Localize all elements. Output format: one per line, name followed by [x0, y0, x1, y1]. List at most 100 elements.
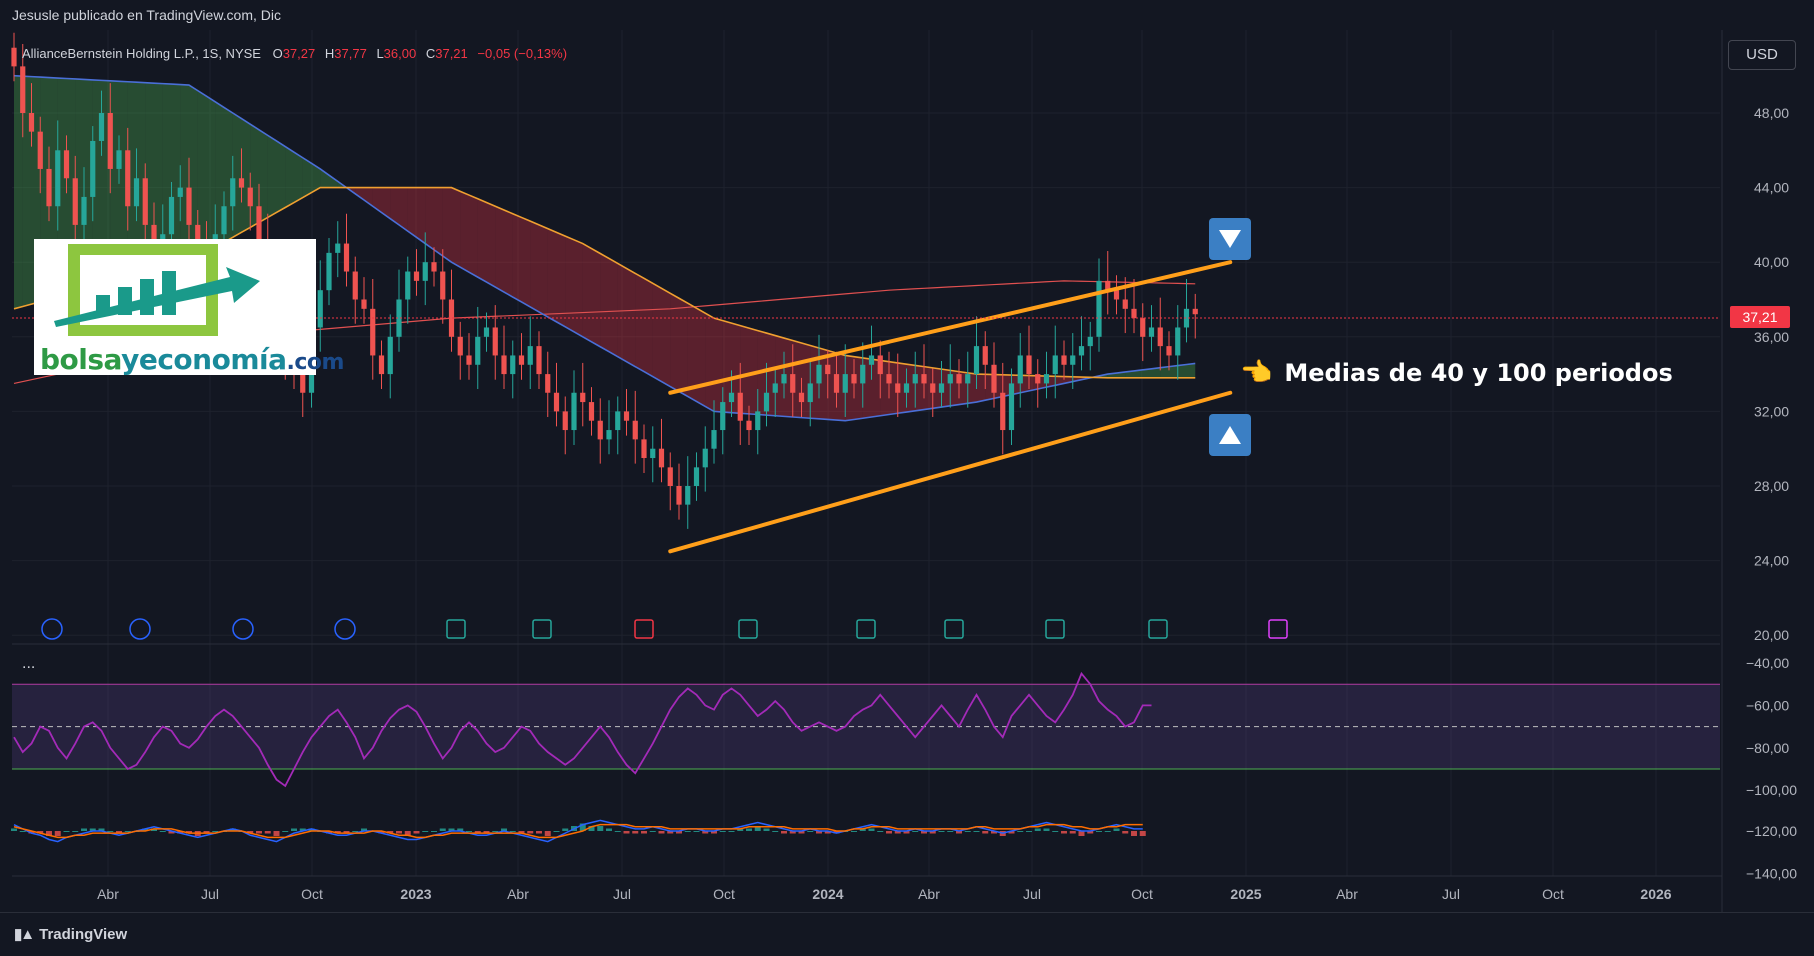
tradingview-brand[interactable]: ▮▲ TradingView [14, 925, 127, 943]
cloud-segment [504, 209, 513, 298]
macd-histogram-bar [439, 828, 446, 831]
earnings-marker [532, 619, 552, 639]
macd-histogram-bar [448, 828, 455, 831]
candle-body [877, 355, 883, 375]
macd-histogram-bar [781, 831, 787, 834]
cloud-segment [302, 157, 312, 198]
candle-body [930, 383, 936, 393]
time-tick-label: Jul [1442, 886, 1460, 902]
candle-body [1157, 327, 1163, 347]
candle-body [1096, 280, 1102, 337]
macd-histogram-bar [299, 828, 306, 831]
macd-histogram-bar [212, 831, 219, 832]
macd-histogram-bar [1043, 828, 1050, 831]
candle-body [588, 402, 595, 421]
cloud-segment [276, 140, 286, 213]
candle-body [947, 374, 953, 384]
macd-histogram-bar [457, 828, 464, 831]
candle-body [186, 187, 192, 225]
cloud-segment [127, 81, 137, 279]
price-tick-label: 36,00 [1754, 329, 1789, 345]
dividend-marker [334, 618, 356, 640]
rising-bars-arrow-icon [54, 244, 260, 336]
macd-pane [11, 819, 1146, 843]
candle-body [1000, 392, 1006, 431]
cloud-segment [661, 288, 671, 387]
cloud-segment [836, 352, 846, 421]
macd-histogram-bar [964, 831, 971, 832]
macd-histogram-bar [527, 831, 534, 834]
cloud-segment [136, 82, 146, 277]
macd-histogram-bar [1034, 828, 1041, 831]
earnings-marker [1268, 619, 1288, 639]
chart-canvas[interactable]: 48,00 44,00 40,00 36,00 32,00 28,00 24,00 20,00… [0, 0, 1814, 912]
macd-histogram-bar [142, 828, 149, 831]
macd-histogram-bar [754, 826, 761, 831]
candle-body [1166, 346, 1172, 356]
candle-body [1140, 318, 1146, 337]
candle-body [1035, 374, 1041, 384]
cloud-segment [722, 320, 732, 413]
cloud-segment [1151, 367, 1161, 378]
channel-upper-line [668, 260, 1233, 395]
macd-histogram-bar [1096, 831, 1102, 832]
cloud-segment [915, 365, 924, 411]
price-axis: 48,00 44,00 40,00 36,00 32,00 28,00 24,00 20,00 [1754, 105, 1789, 643]
macd-histogram-bar [903, 831, 910, 834]
cloud-segment [696, 308, 706, 407]
candle-body [895, 383, 901, 393]
candle-body [816, 364, 822, 384]
macd-histogram-bar [947, 831, 954, 832]
candle-body [335, 243, 341, 253]
macd-histogram-bar [824, 831, 831, 834]
cloud-segment [932, 367, 942, 409]
earnings-marker [944, 619, 964, 639]
macd-histogram-bar [352, 831, 359, 832]
macd-histogram-bar [597, 826, 604, 831]
cloud-segment [285, 146, 294, 208]
cloud-segment [311, 163, 321, 193]
candle-body [396, 299, 402, 337]
currency-button[interactable]: USD [1728, 40, 1796, 70]
candle-body [597, 420, 603, 440]
macd-histogram-bar [833, 831, 840, 834]
candle-body [475, 336, 481, 365]
macd-histogram-bar [46, 831, 52, 836]
macd-histogram-bar [684, 831, 691, 832]
cloud-segment [784, 338, 793, 417]
candle-body [1008, 383, 1015, 431]
macd-histogram-bar [1078, 831, 1085, 836]
candle-body [238, 178, 245, 188]
macd-histogram-bar [711, 831, 717, 834]
cloud-segment [1142, 368, 1152, 378]
candle-body [247, 187, 253, 207]
candle-body [142, 178, 148, 225]
macd-histogram-bar [361, 828, 367, 831]
macd-histogram-bar [474, 831, 481, 834]
candle-body [63, 150, 70, 179]
cloud-segment [22, 76, 32, 307]
cloud-segment [1177, 364, 1187, 378]
candle-body [1183, 308, 1190, 328]
rsi-tick-label: −60,00 [1746, 697, 1789, 713]
indicator-menu-dots[interactable]: ... [22, 655, 36, 672]
macd-histogram-bar [562, 828, 569, 831]
cloud-segment [845, 355, 854, 421]
channel-lower-line [668, 390, 1233, 554]
rsi-tick-label: −80,00 [1746, 740, 1789, 756]
candle-body [790, 374, 796, 393]
annotation-text: Medias de 40 y 100 periodos [1284, 359, 1673, 387]
cloud-segment [591, 248, 601, 347]
macd-histogram-bar [877, 831, 884, 832]
cloud-segment [477, 198, 487, 283]
cloud-segment [897, 362, 907, 414]
price-tick-label: 40,00 [1754, 254, 1789, 270]
cloud-segment [154, 83, 163, 272]
candle-body [466, 355, 472, 365]
cloud-segment [425, 187, 434, 250]
candle-body [825, 364, 831, 375]
rsi-line [13, 671, 1152, 788]
macd-histogram-bar [54, 831, 61, 836]
symbol-info: AllianceBernstein Holding L.P., 1S, NYSE… [22, 46, 567, 61]
rsi-axis: −40,00 −60,00 −80,00 −100,00 [1746, 655, 1797, 798]
